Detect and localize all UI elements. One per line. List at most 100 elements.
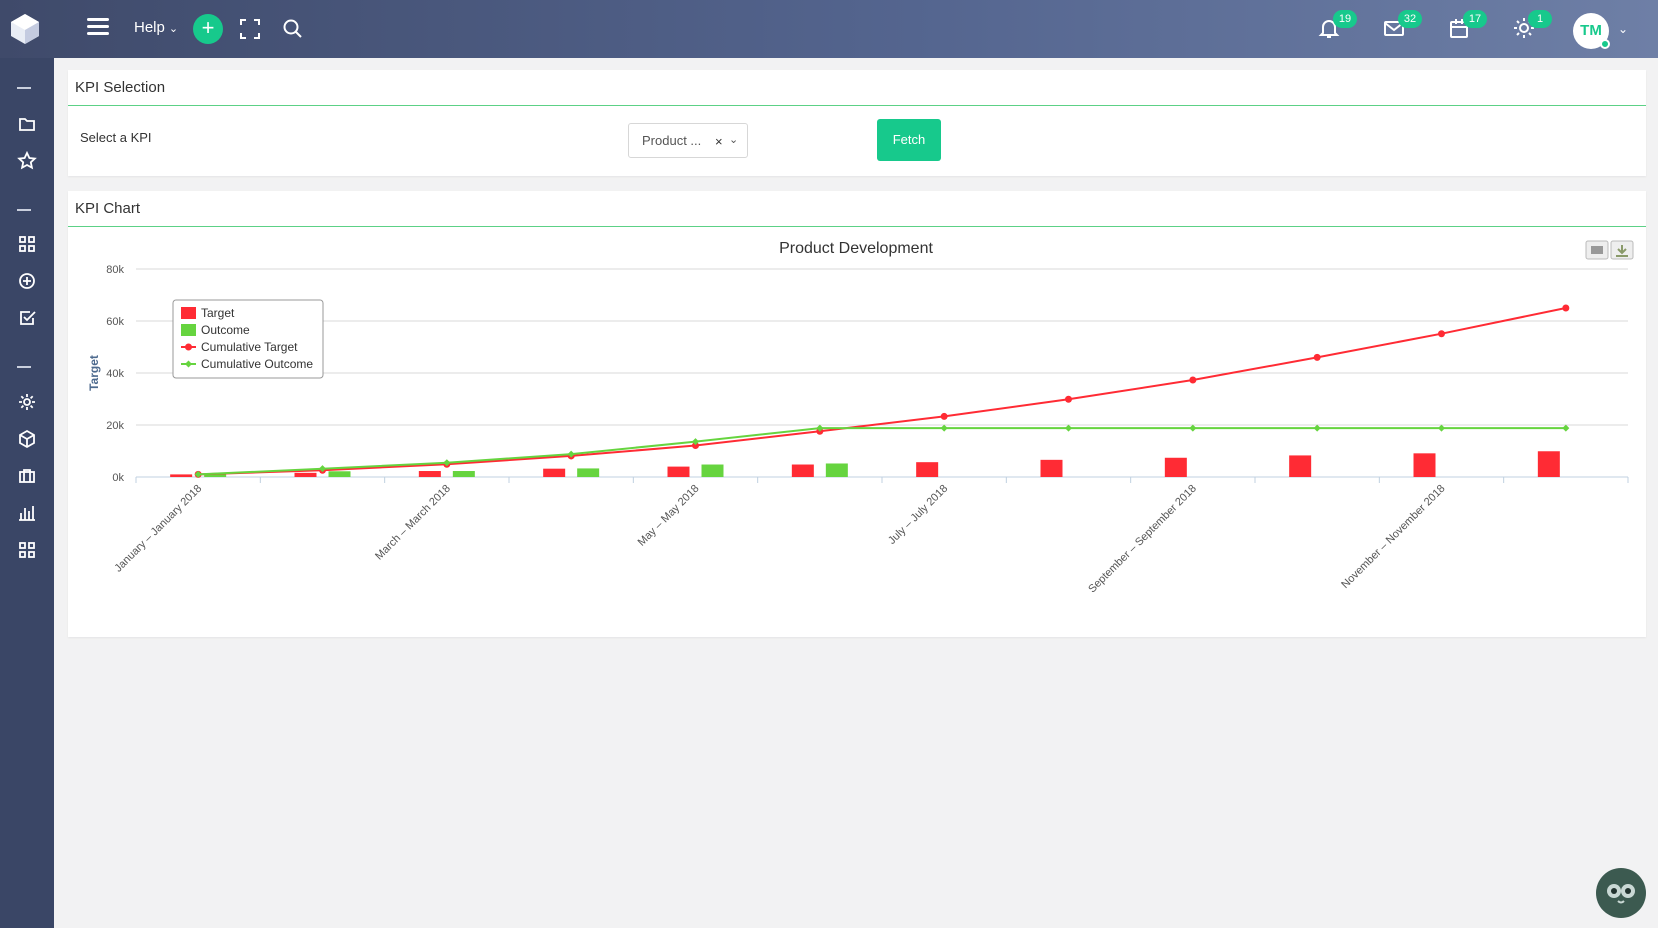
x-tick-label: November – November 2018 [1339,483,1447,591]
bar-target [916,462,939,477]
point-cumulative-target [940,412,948,420]
line-cumulative-target [198,307,1567,476]
point-cumulative-outcome [1189,424,1197,432]
star-icon[interactable] [13,147,41,175]
bell-icon [1318,20,1340,38]
point-cumulative-outcome [692,438,699,446]
chatbot-button[interactable] [1596,868,1646,918]
point-cumulative-target [1438,330,1445,338]
kpi-select-value: Product ... [642,133,702,148]
bar-outcome [204,474,227,477]
y-tick-label: 60k [106,316,124,328]
download-icon [1616,245,1628,257]
y-axis-label: Target [87,355,101,391]
point-cumulative-outcome [816,424,824,432]
fullscreen-icon[interactable] [238,17,262,41]
point-cumulative-outcome [940,424,948,432]
apps-icon[interactable] [13,536,41,564]
calendar-button[interactable]: 17 [1447,10,1487,44]
legend-marker-cumulative-outcome [185,360,192,368]
calendar-badge: 17 [1463,10,1487,28]
gear-icon[interactable] [13,388,41,416]
notifications-button[interactable]: 19 [1317,10,1357,44]
bar-target [170,474,193,477]
bar-target [418,471,441,477]
x-tick-label: March – March 2018 [373,483,453,563]
y-tick-label: 0k [112,472,124,484]
point-cumulative-outcome [567,450,575,458]
checkbox-icon[interactable] [13,304,41,332]
bar-outcome [452,471,475,477]
help-menu[interactable]: Help ⌄ [134,19,178,36]
bar-target [1289,455,1312,477]
app-logo-icon[interactable] [8,12,42,46]
menu-toggle-button[interactable] [87,18,109,38]
line-cumulative-outcome [198,427,1566,476]
bar-outcome [701,464,724,477]
print-icon [1591,246,1603,254]
sidebar [0,58,54,928]
fetch-button[interactable]: Fetch [877,119,941,161]
x-tick-label: May – May 2018 [636,483,702,549]
bar-target [1537,451,1560,477]
legend-label-outcome: Outcome [201,323,250,337]
point-cumulative-outcome [1438,424,1445,432]
folder-icon[interactable] [13,110,41,138]
legend-label-target: Target [201,306,235,320]
kpi-selection-title: KPI Selection [68,70,1646,106]
legend-label-cumulative-outcome: Cumulative Outcome [201,357,313,371]
help-label: Help [134,19,165,36]
sidebar-divider [17,209,31,211]
point-cumulative-outcome [1065,424,1072,432]
box-icon[interactable] [13,425,41,453]
point-cumulative-outcome [194,470,202,478]
top-bar: Help ⌄ + 19 32 17 1 TM ⌄ [0,0,1658,58]
add-circle-icon[interactable] [13,267,41,295]
point-cumulative-target [1313,353,1321,361]
add-button[interactable]: + [193,14,223,44]
alerts-badge: 1 [1528,10,1552,28]
point-cumulative-target [1189,376,1197,384]
bar-target [1040,459,1063,477]
chart-title: Product Development [779,240,933,257]
y-tick-label: 40k [106,368,124,380]
search-icon[interactable] [281,17,305,41]
x-tick-label: July – July 2018 [886,483,950,547]
bar-outcome [328,471,351,477]
kpi-chart-panel: KPI Chart Product Development 0k 20k 40k 60k… [68,191,1646,637]
sun-icon [1514,18,1534,38]
calendar-icon [1450,19,1468,38]
sidebar-divider [17,366,31,368]
chart-legend [172,299,324,379]
messages-badge: 32 [1398,10,1422,28]
y-tick-label: 80k [106,264,124,276]
y-tick-label: 20k [106,420,124,432]
bar-outcome [577,468,600,477]
avatar[interactable]: TM [1573,13,1609,49]
grid-icon[interactable] [13,230,41,258]
bar-target [791,464,814,477]
kpi-chart-title: KPI Chart [68,191,1646,227]
select-kpi-label: Select a KPI [80,130,152,145]
sidebar-divider [17,87,31,89]
bar-target [1413,453,1436,477]
clear-selection-icon[interactable]: × [715,134,723,149]
bar-chart-icon[interactable] [13,499,41,527]
messages-button[interactable]: 32 [1382,10,1422,44]
point-cumulative-outcome [443,459,451,467]
bar-target [667,466,690,477]
legend-label-cumulative-target: Cumulative Target [201,340,298,354]
bar-target [543,468,566,477]
chevron-down-icon[interactable]: ⌄ [729,134,739,146]
bar-target [1164,457,1187,477]
point-cumulative-target [1562,304,1570,312]
briefcase-icon[interactable] [13,462,41,490]
notifications-badge: 19 [1333,10,1357,28]
point-cumulative-target [1065,395,1072,403]
user-menu-chevron-icon[interactable]: ⌄ [1618,22,1629,36]
bar-outcome [825,463,848,477]
kpi-select[interactable]: Product ... × ⌄ [628,123,748,158]
alerts-button[interactable]: 1 [1512,10,1552,44]
legend-swatch-outcome [181,324,196,336]
chevron-down-icon: ⌄ [168,23,179,35]
